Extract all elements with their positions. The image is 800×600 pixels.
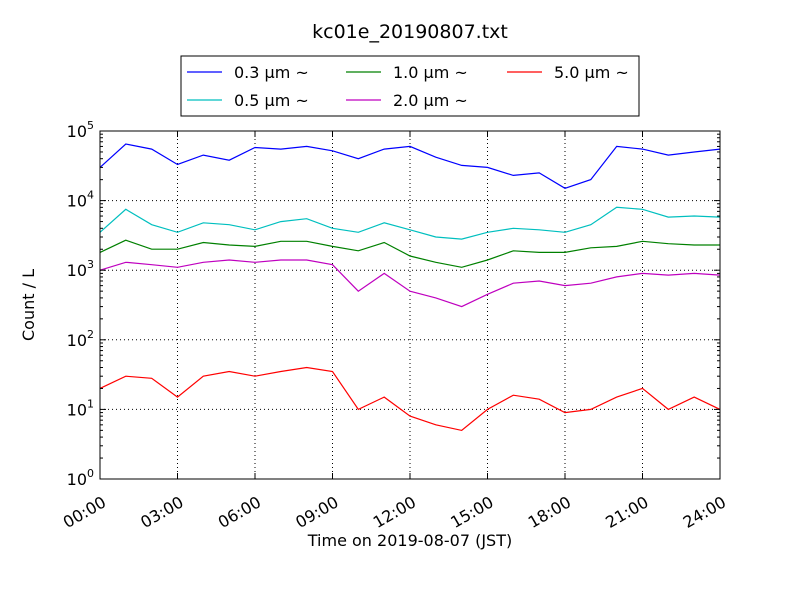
series-line — [99, 239, 720, 268]
y-tick-label: 102 — [67, 328, 94, 350]
x-tick-label: 00:00 — [60, 492, 109, 532]
y-tick-label: 104 — [67, 189, 94, 211]
y-tick-label: 101 — [67, 397, 94, 419]
x-tick-label: 21:00 — [602, 492, 651, 532]
x-tick-label: 24:00 — [680, 492, 729, 532]
series-line — [99, 206, 721, 240]
legend-label: 0.5 μm ~ — [234, 91, 309, 110]
y-ticks: 100 101 102 103 104 105 — [67, 119, 720, 489]
legend-label: 2.0 μm ~ — [393, 91, 468, 110]
x-tick-label: 15:00 — [447, 492, 496, 532]
series-lines — [99, 143, 721, 432]
series-line — [99, 259, 721, 308]
series-line — [99, 366, 721, 432]
x-tick-label: 03:00 — [137, 492, 186, 532]
x-tick-label: 06:00 — [215, 492, 264, 532]
chart-title: kc01e_20190807.txt — [312, 21, 508, 43]
x-ticks: 00:00 03:00 06:00 09:00 12:00 15:00 18:00 21:00… — [60, 131, 729, 532]
legend-box — [180, 55, 640, 117]
x-tick-label: 12:00 — [370, 492, 419, 532]
x-tick-label: 18:00 — [525, 492, 574, 532]
legend-label: 1.0 μm ~ — [393, 63, 468, 82]
y-tick-label: 103 — [67, 258, 94, 280]
legend-label: 0.3 μm ~ — [234, 63, 309, 82]
series-line — [99, 143, 721, 189]
legend: 0.3 μm ~ 0.5 μm ~ 1.0 μm ~ 2.0 μm ~ 5.0 μm ~ — [180, 55, 640, 117]
legend-label: 5.0 μm ~ — [554, 63, 629, 82]
y-tick-label: 105 — [67, 119, 94, 141]
gridlines — [100, 131, 720, 479]
x-tick-label: 09:00 — [292, 492, 341, 532]
y-axis-label: Count / L — [19, 269, 38, 341]
x-axis-label: Time on 2019-08-07 (JST) — [307, 531, 512, 550]
y-tick-label: 100 — [67, 467, 94, 489]
